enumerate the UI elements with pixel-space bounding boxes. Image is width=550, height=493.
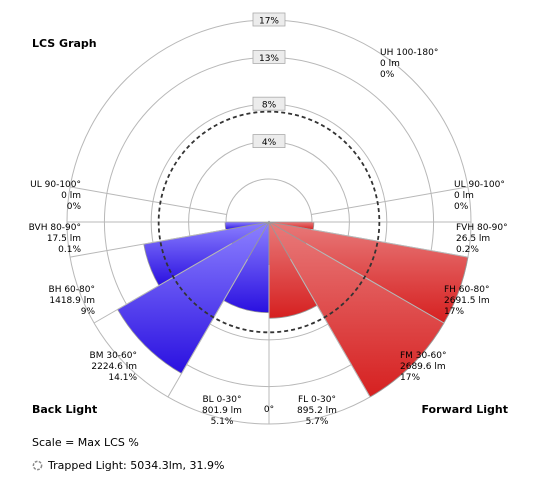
zone-label-line: 895.2 lm [297, 406, 337, 416]
zone-label-bvh: BVH 80-90°17.5 lm0.1% [29, 223, 82, 255]
svg-text:17%: 17% [259, 17, 279, 27]
forward-light-label: Forward Light [421, 403, 508, 416]
zone-label-line: 0 lm [454, 191, 474, 201]
spoke-30-back [167, 258, 248, 398]
zone-label-line: 17% [444, 307, 464, 317]
ring-label-17%: 17% [252, 12, 286, 27]
ring-label-4%: 4% [252, 134, 286, 148]
zone-label-fl: FL 0-30°895.2 lm5.7% [297, 395, 337, 427]
zone-label-line: UH 100-180° [380, 48, 438, 58]
zone-label-line: 17.5 lm [47, 234, 81, 244]
zone-bars [117, 220, 469, 398]
trapped-light-icon [32, 460, 43, 471]
scale-note: Scale = Max LCS % [32, 436, 139, 449]
zone-label-line: 0.2% [456, 245, 479, 255]
zone-label-ulf: UL 90-100°0 lm0% [454, 180, 505, 212]
zone-label-line: UL 90-100° [454, 180, 505, 190]
zone-label-line: FVH 80-90° [456, 223, 508, 233]
svg-text:13%: 13% [259, 54, 279, 64]
bar-bm [117, 220, 271, 374]
zone-label-line: 14.1% [108, 373, 137, 383]
zone-label-bh: BH 60-80°1418.9 lm9% [49, 285, 96, 317]
zone-label-line: 1418.9 lm [49, 296, 95, 306]
zone-label-uh: UH 100-180°0 lm0% [380, 48, 438, 80]
ring-label-8%: 8% [252, 96, 286, 111]
back-light-label: Back Light [32, 403, 97, 416]
spoke-30-forward [290, 258, 371, 398]
zone-label-line: BL 0-30° [203, 395, 242, 405]
zone-label-line: 26.5 lm [456, 234, 490, 244]
zone-label-line: BM 30-60° [90, 351, 137, 361]
center-degree-label: 0° [264, 405, 274, 415]
dashed-reference-ring [157, 110, 381, 334]
zone-label-line: FL 0-30° [298, 395, 336, 405]
zone-label-ulb: UL 90-100°0 lm0% [30, 180, 81, 212]
zone-label-line: 0.1% [58, 245, 81, 255]
bar-fm [267, 220, 445, 398]
zone-label-line: 0 lm [61, 191, 81, 201]
zone-label-line: 0% [67, 202, 82, 212]
zone-label-line: FM 30-60° [400, 351, 446, 361]
spoke-100-forward [311, 186, 469, 216]
dashed-ring [157, 110, 381, 334]
svg-text:8%: 8% [262, 101, 277, 111]
zone-label-line: 2691.5 lm [444, 296, 490, 306]
ring-labels: 4% 8% 13% 17% [252, 12, 286, 148]
zone-label-line: BH 60-80° [49, 285, 95, 295]
spoke-80-back [69, 228, 227, 258]
zone-label-line: 0% [454, 202, 469, 212]
zone-label-line: 2224.6 lm [91, 362, 137, 372]
zone-label-line: FH 60-80° [444, 285, 489, 295]
zone-label-line: 5.7% [306, 417, 329, 427]
spoke-lines [67, 186, 471, 424]
trapped-light-row: Trapped Light: 5034.3lm, 31.9% [32, 459, 224, 472]
spoke-80-forward [311, 228, 469, 258]
zone-label-line: 9% [81, 307, 96, 317]
spoke-60-forward [305, 243, 445, 324]
svg-text:4%: 4% [262, 138, 277, 148]
ring-label-13%: 13% [252, 50, 286, 64]
spoke-60-back [93, 243, 233, 324]
zone-label-fvh: FVH 80-90°26.5 lm0.2% [456, 223, 508, 255]
zone-label-line: 801.9 lm [202, 406, 242, 416]
zone-label-line: 17% [400, 373, 420, 383]
spoke-100-back [69, 186, 227, 216]
trapped-light-text: Trapped Light: 5034.3lm, 31.9% [48, 459, 225, 472]
zone-label-line: 5.1% [211, 417, 234, 427]
zone-label-line: BVH 80-90° [29, 223, 81, 233]
chart-title: LCS Graph [32, 37, 97, 50]
zone-label-bl: BL 0-30°801.9 lm5.1% [202, 395, 242, 427]
zone-label-line: 0 lm [380, 59, 400, 69]
zone-label-line: UL 90-100° [30, 180, 81, 190]
zone-label-line: 0% [380, 70, 395, 80]
zone-labels: BL 0-30°801.9 lm5.1%BM 30-60°2224.6 lm14… [29, 48, 508, 427]
zone-label-line: 2689.6 lm [400, 362, 446, 372]
